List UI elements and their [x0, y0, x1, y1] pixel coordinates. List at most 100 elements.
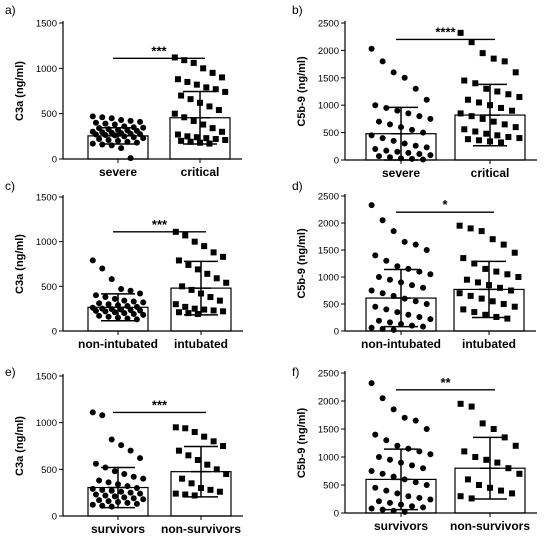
y-tick-label: 0: [52, 327, 57, 338]
data-point: [390, 507, 397, 514]
data-point: [457, 493, 464, 500]
data-point: [102, 120, 109, 127]
data-point: [456, 290, 463, 297]
data-point: [89, 140, 96, 147]
data-point: [482, 311, 489, 318]
data-point: [386, 121, 393, 128]
y-tick-label: 1500: [318, 246, 339, 257]
data-point: [193, 81, 200, 88]
y-tick-label: 0: [52, 155, 57, 166]
data-point: [505, 465, 512, 472]
data-point: [483, 456, 490, 463]
y-tick-label: 2500: [318, 19, 339, 30]
y-axis-label: C5b-9 (ng/ml): [296, 408, 308, 479]
data-point: [223, 279, 230, 286]
panel-letter: a): [5, 3, 16, 17]
data-point: [412, 417, 419, 424]
data-point: [427, 115, 434, 122]
data-point: [140, 475, 147, 482]
data-point: [213, 275, 220, 282]
data-point: [171, 110, 178, 117]
data-point: [108, 487, 115, 494]
data-point: [96, 497, 103, 504]
data-point: [140, 135, 147, 142]
data-point: [175, 309, 182, 316]
data-point: [457, 400, 464, 407]
data-point: [401, 414, 408, 421]
data-point: [108, 436, 115, 443]
data-point: [105, 301, 112, 308]
y-tick-label: 1000: [36, 418, 57, 429]
data-point: [111, 121, 118, 128]
data-point: [497, 284, 504, 291]
data-point: [372, 484, 379, 491]
panel-letter: d): [292, 179, 303, 193]
data-point: [472, 128, 479, 135]
data-point: [133, 316, 140, 323]
y-tick-label: 1500: [36, 193, 57, 204]
panel-letter: f): [292, 365, 299, 379]
data-point: [210, 438, 217, 445]
data-point: [394, 442, 401, 449]
panel-3: c) C3a (ng/ml) 0 500 1000 1500 non-intubated in…: [5, 179, 243, 351]
data-point: [184, 78, 191, 85]
y-tick-label: 1000: [36, 237, 57, 248]
data-point: [89, 485, 96, 492]
data-point: [124, 138, 131, 145]
data-point: [409, 462, 416, 469]
data-point: [187, 96, 194, 103]
data-point: [185, 261, 192, 268]
data-point: [140, 299, 147, 306]
data-point: [457, 110, 464, 117]
data-point: [461, 77, 468, 84]
data-point: [386, 276, 393, 283]
data-point: [368, 45, 375, 52]
data-point: [190, 59, 197, 66]
data-point: [102, 131, 109, 138]
y-tick-label: 1000: [318, 273, 339, 284]
data-point: [96, 125, 103, 132]
y-axis-label: C3a (ng/ml): [14, 61, 26, 121]
data-point: [386, 319, 393, 326]
data-point: [498, 487, 505, 494]
data-point: [222, 88, 229, 95]
data-point: [212, 86, 219, 93]
significance-label: **: [440, 375, 451, 390]
y-axis-label: C3a (ng/ml): [14, 234, 26, 294]
y-tick-label: 1000: [318, 453, 339, 464]
data-point: [472, 454, 479, 460]
data-point: [105, 136, 112, 143]
data-point: [379, 217, 386, 224]
data-point: [394, 107, 401, 114]
data-point: [368, 505, 375, 512]
data-point: [200, 65, 207, 72]
data-point: [89, 501, 96, 508]
data-point: [140, 496, 147, 503]
data-point: [121, 310, 128, 317]
data-point: [490, 118, 497, 125]
data-point: [409, 282, 416, 289]
panel-letter: e): [5, 365, 16, 379]
data-point: [200, 121, 207, 128]
data-point: [171, 54, 178, 61]
y-tick-label: 500: [41, 282, 57, 293]
data-point: [498, 139, 505, 146]
significance-label: ***: [152, 397, 168, 412]
data-point: [412, 142, 419, 149]
data-point: [207, 294, 214, 301]
data-point: [409, 322, 416, 329]
data-point: [372, 252, 379, 259]
data-point: [92, 131, 99, 138]
data-point: [420, 323, 427, 330]
data-point: [203, 135, 210, 142]
data-point: [204, 270, 211, 277]
data-point: [105, 498, 112, 505]
data-point: [511, 303, 518, 310]
data-point: [478, 228, 485, 235]
data-point: [464, 476, 471, 483]
data-point: [504, 315, 511, 322]
data-point: [99, 412, 106, 419]
data-point: [460, 255, 467, 262]
data-point: [181, 114, 188, 121]
